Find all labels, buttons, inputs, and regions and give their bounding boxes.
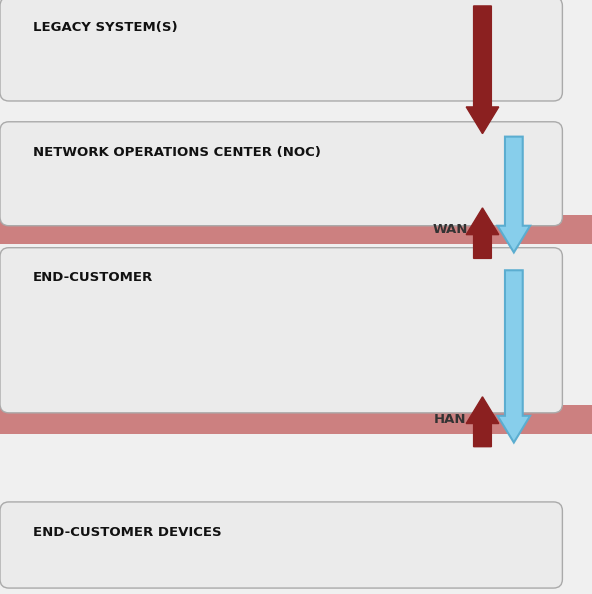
Text: HAN: HAN	[434, 413, 466, 426]
FancyBboxPatch shape	[0, 122, 562, 226]
Bar	[0, 215, 592, 244]
FancyBboxPatch shape	[0, 248, 562, 413]
Text: WAN: WAN	[432, 223, 468, 236]
Polygon shape	[466, 208, 498, 258]
Polygon shape	[466, 397, 498, 447]
Bar	[0, 405, 592, 434]
Text: END-CUSTOMER DEVICES: END-CUSTOMER DEVICES	[33, 526, 221, 539]
Polygon shape	[498, 270, 530, 443]
Polygon shape	[466, 6, 498, 134]
Text: LEGACY SYSTEM(S): LEGACY SYSTEM(S)	[33, 21, 177, 34]
Text: END-CUSTOMER: END-CUSTOMER	[33, 271, 153, 285]
FancyBboxPatch shape	[0, 0, 562, 101]
FancyBboxPatch shape	[0, 502, 562, 588]
Polygon shape	[498, 137, 530, 252]
Text: NETWORK OPERATIONS CENTER (NOC): NETWORK OPERATIONS CENTER (NOC)	[33, 146, 320, 159]
